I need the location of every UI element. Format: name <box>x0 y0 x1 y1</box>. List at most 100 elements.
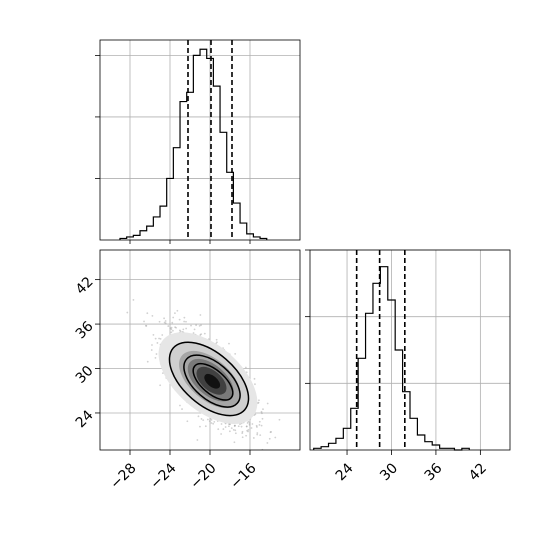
scatter-point <box>179 330 182 333</box>
scatter-point <box>224 426 227 428</box>
scatter-point <box>261 417 264 420</box>
scatter-point <box>155 353 158 355</box>
scatter-point <box>143 320 145 323</box>
scatter-point <box>269 460 271 462</box>
scatter-point <box>213 421 216 423</box>
y-tick-label: 36 <box>73 318 97 342</box>
scatter-point <box>199 425 201 428</box>
scatter-point <box>240 425 243 428</box>
scatter-point <box>146 312 149 315</box>
scatter-point <box>167 325 170 327</box>
scatter-point <box>174 312 176 315</box>
scatter-point <box>215 338 218 341</box>
scatter-point <box>241 430 244 433</box>
scatter-point <box>217 428 220 431</box>
x-tick-label: −24 <box>147 460 179 492</box>
scatter-point <box>220 433 223 435</box>
scatter-point <box>261 412 263 415</box>
x-tick-label: −28 <box>107 460 139 492</box>
scatter-point <box>204 425 207 428</box>
scatter-point <box>169 327 172 330</box>
x-marginal-frame <box>99 39 301 241</box>
scatter-point <box>234 424 236 427</box>
scatter-point <box>241 436 244 439</box>
scatter-point <box>228 423 230 426</box>
scatter-point <box>150 349 153 351</box>
x-tick-label: 24 <box>333 460 357 484</box>
scatter-point <box>227 425 230 428</box>
scatter-point <box>230 427 233 430</box>
scatter-point <box>229 423 231 426</box>
scatter-point <box>252 437 255 439</box>
scatter-point <box>145 325 148 327</box>
scatter-point <box>246 429 248 432</box>
scatter-point <box>228 342 230 345</box>
scatter-point <box>237 425 240 428</box>
scatter-point <box>212 422 215 425</box>
scatter-point <box>163 317 165 320</box>
scatter-point <box>241 432 244 435</box>
scatter-point <box>193 328 196 331</box>
scatter-point <box>151 314 154 317</box>
scatter-point <box>260 410 263 413</box>
scatter-point <box>198 324 201 327</box>
scatter-point <box>185 327 188 330</box>
scatter-point <box>178 329 181 332</box>
scatter-point <box>260 424 263 427</box>
scatter-point <box>154 337 157 340</box>
scatter-point <box>262 408 264 411</box>
scatter-point <box>175 326 177 329</box>
scatter-point <box>151 344 153 346</box>
scatter-point <box>200 333 203 336</box>
scatter-point <box>274 436 277 439</box>
joint-frame <box>99 249 301 451</box>
scatter-point <box>203 332 206 335</box>
scatter-point <box>234 429 237 432</box>
scatter-point <box>200 324 202 327</box>
scatter-point <box>216 341 218 344</box>
scatter-point <box>246 422 249 424</box>
scatter-point <box>164 320 167 322</box>
scatter-point <box>247 420 250 423</box>
scatter-point <box>269 431 272 434</box>
scatter-point <box>258 399 260 402</box>
scatter-point <box>158 337 160 340</box>
scatter-point <box>200 418 203 420</box>
scatter-point <box>183 320 186 323</box>
scatter-point <box>172 329 174 332</box>
scatter-point <box>170 326 173 329</box>
scatter-point <box>247 430 249 433</box>
scatter-point <box>199 334 202 336</box>
scatter-point <box>181 408 183 410</box>
scatter-point <box>233 425 236 427</box>
scatter-point <box>164 322 167 325</box>
scatter-point <box>258 424 261 426</box>
scatter-point <box>258 420 261 423</box>
y-tick-label: 24 <box>73 407 97 431</box>
scatter-point <box>253 377 256 380</box>
scatter-point <box>239 423 241 425</box>
scatter-point <box>228 430 231 433</box>
scatter-point <box>126 311 129 314</box>
y-tick-label: 42 <box>73 274 97 298</box>
scatter-point <box>185 320 187 323</box>
scatter-point <box>268 437 271 440</box>
scatter-point <box>178 318 181 321</box>
scatter-point <box>179 404 181 407</box>
histogram-step-line <box>313 266 470 451</box>
scatter-point <box>266 402 269 405</box>
scatter-point <box>256 426 258 428</box>
scatter-point <box>158 320 161 323</box>
scatter-point <box>171 321 174 324</box>
y-marginal-histogram: 24 30 36 42 <box>305 249 511 484</box>
scatter-point <box>222 428 225 430</box>
scatter-point <box>186 420 189 423</box>
scatter-point <box>251 423 254 425</box>
scatter-point <box>154 356 157 359</box>
scatter-point <box>183 316 186 319</box>
x-tick-label: −16 <box>227 460 259 492</box>
scatter-point <box>172 316 175 319</box>
joint-density-plot: −28 −24 −20 −16 24 30 36 42 <box>73 249 301 493</box>
scatter-point <box>163 321 166 324</box>
